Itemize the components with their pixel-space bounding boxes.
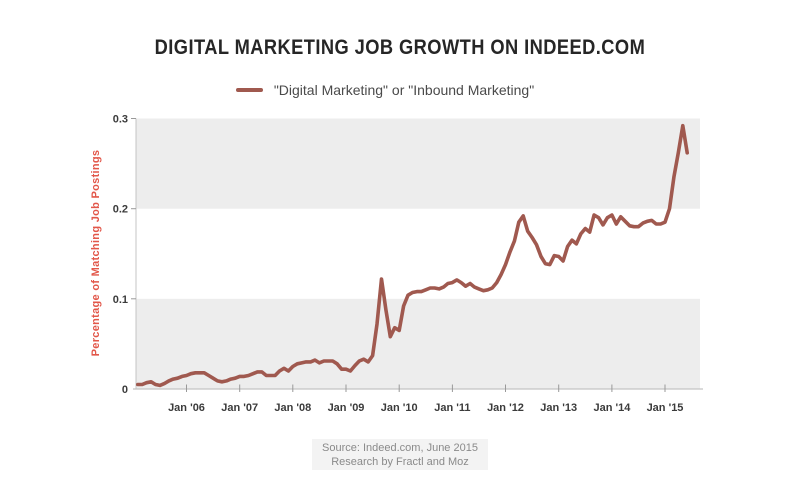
plot-band bbox=[136, 298, 700, 389]
plot-band bbox=[136, 118, 700, 209]
x-tick-label: Jan '07 bbox=[221, 402, 258, 414]
chart-title: DIGITAL MARKETING JOB GROWTH ON INDEED.C… bbox=[0, 36, 800, 60]
data-line bbox=[136, 123, 689, 388]
x-tick-label: Jan '06 bbox=[168, 402, 205, 414]
legend: "Digital Marketing" or "Inbound Marketin… bbox=[0, 82, 800, 98]
source-line: Source: Indeed.com, June 2015 bbox=[322, 442, 478, 454]
x-tick-label: Jan '13 bbox=[540, 402, 577, 414]
legend-label: "Digital Marketing" or "Inbound Marketin… bbox=[273, 82, 535, 98]
x-tick-label: Jan '11 bbox=[434, 402, 470, 414]
y-tick-label: 0 bbox=[122, 384, 128, 396]
y-axis-title: Percentage of Matching Job Postings bbox=[90, 150, 102, 357]
source-note: Source: Indeed.com, June 2015 Research b… bbox=[312, 439, 488, 470]
x-tick-label: Jan '08 bbox=[274, 402, 311, 414]
y-tick-label: 0.2 bbox=[113, 204, 128, 216]
y-tick-label: 0.1 bbox=[113, 294, 128, 306]
x-tick-label: Jan '12 bbox=[487, 402, 524, 414]
x-tick-label: Jan '15 bbox=[647, 402, 684, 414]
x-tick-label: Jan '14 bbox=[593, 402, 631, 414]
y-tick-label: 0.3 bbox=[113, 114, 128, 126]
x-tick-label: Jan '10 bbox=[381, 402, 418, 414]
research-line: Research by Fractl and Moz bbox=[331, 456, 469, 468]
legend-line-swatch bbox=[235, 88, 263, 92]
x-tick-label: Jan '09 bbox=[328, 402, 365, 414]
chart-title-text: DIGITAL MARKETING JOB GROWTH ON INDEED.C… bbox=[154, 36, 646, 59]
